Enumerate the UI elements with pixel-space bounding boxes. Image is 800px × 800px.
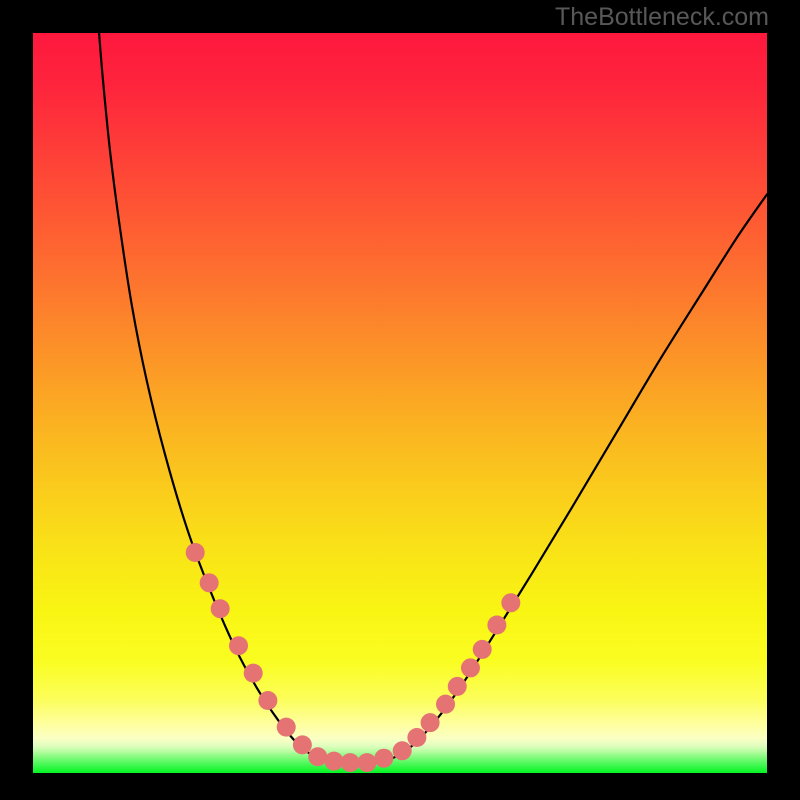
chart-stage: TheBottleneck.com [0,0,800,800]
plot-area [33,33,767,773]
watermark-text: TheBottleneck.com [555,3,769,32]
gradient-background [33,33,767,773]
